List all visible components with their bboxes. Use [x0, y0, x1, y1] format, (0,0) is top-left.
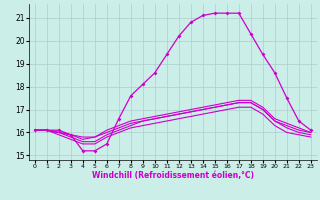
X-axis label: Windchill (Refroidissement éolien,°C): Windchill (Refroidissement éolien,°C) [92, 171, 254, 180]
